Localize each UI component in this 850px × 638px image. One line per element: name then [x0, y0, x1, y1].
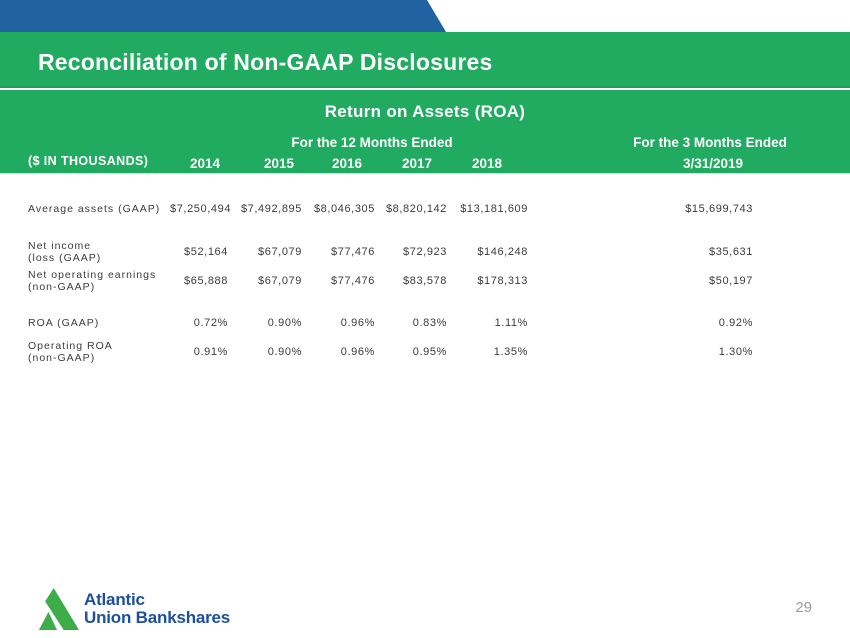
cell-value: $77,476: [331, 246, 375, 258]
page-number: 29: [795, 599, 812, 616]
row-label: ROA (GAAP): [28, 317, 100, 329]
table-row: Operating ROA (non-GAAP) 0.91% 0.90% 0.9…: [0, 340, 850, 364]
cell-value: $8,046,305: [313, 203, 375, 215]
cell-value-quarter: 0.92%: [718, 317, 753, 329]
table-row: Net income (loss (GAAP) $52,164 $67,079 …: [0, 240, 850, 264]
table-row: Net operating earnings (non-GAAP) $65,88…: [0, 269, 850, 293]
row-label: Average assets (GAAP): [28, 203, 161, 215]
title-bar: Reconciliation of Non-GAAP Disclosures: [0, 32, 850, 88]
cell-value-quarter: $35,631: [709, 246, 753, 258]
row-label: Operating ROA (non-GAAP): [28, 340, 113, 364]
table-header: Return on Assets (ROA) For the 12 Months…: [0, 90, 850, 174]
column-header-2018: 2018: [471, 156, 503, 171]
row-label: Net operating earnings (non-GAAP): [28, 269, 157, 293]
atlantic-union-logo-icon: [38, 588, 79, 630]
cell-value: 0.95%: [412, 346, 447, 358]
cell-value: $178,313: [477, 275, 528, 287]
company-logo: Atlantic Union Bankshares: [37, 588, 230, 630]
logo-line-1: Atlantic: [84, 590, 145, 609]
column-header-2017: 2017: [401, 156, 433, 171]
cell-value: $83,578: [403, 275, 447, 287]
column-header-2016: 2016: [331, 156, 363, 171]
column-group-12-months: For the 12 Months Ended: [291, 135, 453, 150]
cell-value: $67,079: [258, 246, 302, 258]
cell-value: 0.90%: [267, 317, 302, 329]
column-header-2014: 2014: [189, 156, 221, 171]
cell-value: $52,164: [184, 246, 228, 258]
blue-diagonal-shape: [0, 0, 446, 32]
cell-value: 1.11%: [494, 317, 528, 329]
top-banner: [0, 0, 850, 32]
cell-value: 1.35%: [493, 346, 528, 358]
reconciliation-table: Average assets (GAAP) $7,250,494 $7,492,…: [0, 174, 850, 364]
cell-value: 0.96%: [340, 346, 375, 358]
cell-value: $146,248: [477, 246, 528, 258]
cell-value: 0.90%: [267, 346, 302, 358]
page-title: Reconciliation of Non-GAAP Disclosures: [38, 49, 493, 75]
company-logo-text: Atlantic Union Bankshares: [84, 591, 230, 627]
cell-value: $72,923: [403, 246, 447, 258]
cell-value: $13,181,609: [460, 203, 528, 215]
table-title: Return on Assets (ROA): [324, 102, 526, 121]
column-header-quarter-date: 3/31/2019: [682, 156, 744, 171]
cell-value: $7,492,895: [240, 203, 302, 215]
column-header-2015: 2015: [263, 156, 295, 171]
cell-value-quarter: 1.30%: [718, 346, 753, 358]
cell-value: $67,079: [258, 275, 302, 287]
table-row: ROA (GAAP) 0.72% 0.90% 0.96% 0.83% 1.11%…: [0, 311, 850, 335]
units-label: ($ IN THOUSANDS): [28, 154, 149, 168]
cell-value: 0.83%: [412, 317, 447, 329]
cell-value-quarter: $50,197: [709, 275, 753, 287]
cell-value: $8,820,142: [385, 203, 447, 215]
table-row: Average assets (GAAP) $7,250,494 $7,492,…: [0, 197, 850, 221]
cell-value: $7,250,494: [170, 203, 232, 215]
cell-value: $77,476: [331, 275, 375, 287]
row-label: Net income (loss (GAAP): [28, 240, 102, 264]
logo-line-2: Union Bankshares: [84, 608, 231, 627]
cell-value: 0.96%: [340, 317, 375, 329]
column-group-3-months: For the 3 Months Ended: [633, 135, 787, 150]
cell-value: 0.72%: [193, 317, 228, 329]
cell-value-quarter: $15,699,743: [685, 203, 753, 215]
cell-value: $65,888: [184, 275, 228, 287]
cell-value: 0.91%: [193, 346, 228, 358]
